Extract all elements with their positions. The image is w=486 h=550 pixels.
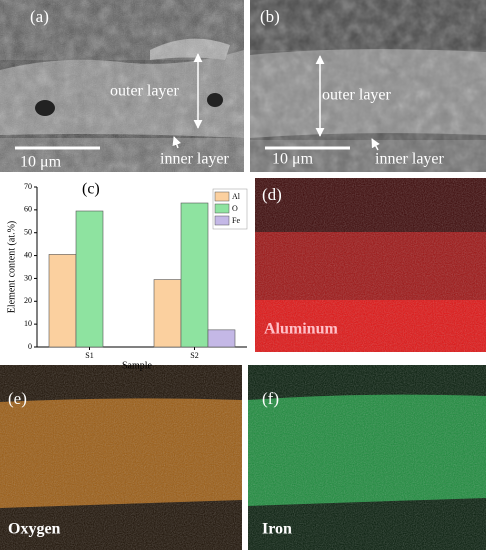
y-tick-label: 70 xyxy=(24,182,32,191)
bar-chart: (c) Sample Element content (at.%) 0 10 20 3… xyxy=(6,181,248,371)
panel-label: (d) xyxy=(262,185,282,204)
y-tick-label: 20 xyxy=(24,296,32,305)
panel-label: (c) xyxy=(82,181,100,198)
y-tick-label: 10 xyxy=(24,319,32,328)
annotation: inner layer xyxy=(160,151,230,168)
legend-swatch xyxy=(214,203,230,214)
x-axis-label: Sample xyxy=(122,360,153,371)
annotation: outer layer xyxy=(322,87,392,104)
panel-f: (f) Iron xyxy=(248,365,486,550)
element-label: Iron xyxy=(262,521,292,538)
scale-bar-label: 10 μm xyxy=(20,154,62,171)
panel-label: (b) xyxy=(260,7,280,26)
annotation: outer layer xyxy=(110,83,180,100)
y-axis-label: Element content (at.%) xyxy=(6,221,17,313)
element-label: Aluminum xyxy=(264,321,338,338)
legend-label: O xyxy=(232,204,238,213)
legend-swatch xyxy=(214,215,230,226)
panel-e: (e) Oxygen xyxy=(0,365,242,550)
annotation: inner layer xyxy=(375,151,445,168)
panel-label: (e) xyxy=(8,389,27,408)
legend-label: Al xyxy=(232,192,241,201)
panel-a: (a) outer layer inner layer 10 μm xyxy=(0,0,244,172)
y-tick-label: 60 xyxy=(24,205,32,214)
panel-d: (d) Aluminum xyxy=(255,178,486,352)
y-tick-label: 40 xyxy=(24,250,32,259)
y-tick-label: 30 xyxy=(24,273,32,282)
legend-swatch xyxy=(214,191,230,202)
y-tick-label: 0 xyxy=(28,342,32,351)
bar xyxy=(75,210,104,348)
scale-bar-label: 10 μm xyxy=(272,151,314,168)
bar xyxy=(48,254,77,348)
panel-b: (b) outer layer inner layer 10 μm xyxy=(250,0,486,172)
y-tick-label: 50 xyxy=(24,228,32,237)
x-tick-label: S1 xyxy=(85,351,93,360)
panel-label: (a) xyxy=(30,7,49,26)
legend-label: Fe xyxy=(232,216,240,225)
bar xyxy=(180,202,209,348)
element-label: Oxygen xyxy=(8,521,61,538)
bar xyxy=(207,329,236,348)
panel-label: (f) xyxy=(262,389,279,408)
x-tick-label: S2 xyxy=(190,351,198,360)
bar xyxy=(153,279,182,348)
